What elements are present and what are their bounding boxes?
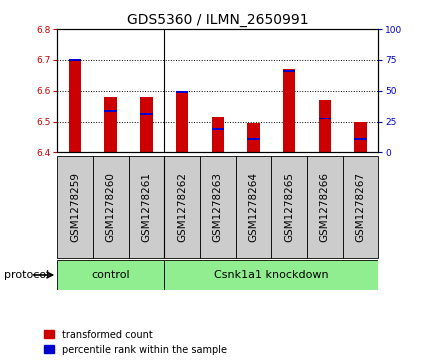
- Bar: [57, 260, 164, 290]
- Bar: [283, 69, 295, 152]
- Bar: [164, 156, 200, 258]
- Text: GSM1278264: GSM1278264: [249, 172, 258, 242]
- Text: GSM1278262: GSM1278262: [177, 172, 187, 242]
- Bar: [236, 156, 271, 258]
- Text: protocol: protocol: [4, 270, 50, 280]
- Bar: [247, 138, 260, 139]
- Bar: [200, 156, 236, 258]
- Text: GSM1278261: GSM1278261: [141, 172, 151, 242]
- Text: GSM1278263: GSM1278263: [213, 172, 223, 242]
- Bar: [307, 156, 343, 258]
- Text: Csnk1a1 knockdown: Csnk1a1 knockdown: [214, 270, 329, 280]
- Title: GDS5360 / ILMN_2650991: GDS5360 / ILMN_2650991: [127, 13, 308, 26]
- Bar: [93, 156, 128, 258]
- Bar: [69, 59, 81, 61]
- Text: GSM1278259: GSM1278259: [70, 172, 80, 242]
- Legend: transformed count, percentile rank within the sample: transformed count, percentile rank withi…: [44, 330, 227, 355]
- Bar: [176, 91, 188, 152]
- Bar: [57, 156, 93, 258]
- Text: GSM1278265: GSM1278265: [284, 172, 294, 242]
- Text: GSM1278267: GSM1278267: [356, 172, 366, 242]
- Bar: [343, 156, 378, 258]
- Bar: [128, 156, 164, 258]
- Text: GSM1278260: GSM1278260: [106, 172, 116, 242]
- Bar: [354, 138, 367, 139]
- Bar: [164, 260, 378, 290]
- Bar: [140, 113, 153, 115]
- Bar: [319, 100, 331, 152]
- Text: control: control: [92, 270, 130, 280]
- Bar: [104, 97, 117, 152]
- Bar: [271, 156, 307, 258]
- Bar: [212, 129, 224, 130]
- Text: GSM1278266: GSM1278266: [320, 172, 330, 242]
- Bar: [212, 117, 224, 152]
- Bar: [354, 122, 367, 152]
- Bar: [104, 110, 117, 112]
- Bar: [140, 97, 153, 152]
- Bar: [319, 118, 331, 119]
- Bar: [176, 91, 188, 93]
- Bar: [247, 123, 260, 152]
- Bar: [69, 60, 81, 152]
- Bar: [283, 70, 295, 72]
